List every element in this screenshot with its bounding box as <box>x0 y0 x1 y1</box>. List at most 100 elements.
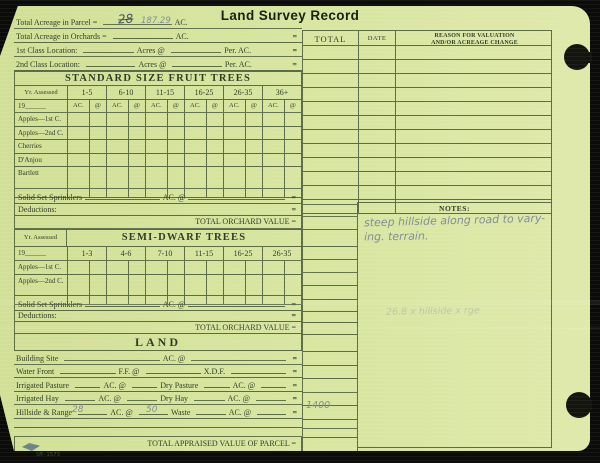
table-cell <box>262 140 284 153</box>
ac-subheader: AC. <box>145 100 167 112</box>
total-column-rule <box>303 229 357 230</box>
total-column-rule <box>303 311 357 312</box>
tree-row-blank <box>15 296 301 304</box>
orchard-acreage-label: Total Acreage in Orchards = <box>16 32 107 41</box>
table-cell <box>223 179 245 188</box>
table-cell <box>106 179 128 188</box>
table-cell <box>244 188 262 197</box>
age-col-header: 11-15 <box>184 247 223 260</box>
punch-hole-bottom-stem <box>582 400 592 411</box>
year-prefix: 19______ <box>18 102 46 110</box>
table-cell <box>262 274 284 287</box>
table-cell <box>262 167 284 180</box>
equals-sign: = <box>292 46 297 55</box>
row-label: D'Anjou <box>18 155 42 164</box>
form-number: SM-1575 <box>36 452 61 458</box>
rate-blank <box>255 400 287 401</box>
table-cell <box>145 296 167 304</box>
table-cell <box>205 167 223 180</box>
equals-sign: = <box>292 32 297 41</box>
table-cell <box>244 287 262 295</box>
table-cell <box>145 287 167 295</box>
ac-at-label: AC. @ <box>162 193 186 202</box>
acres-blank <box>78 413 108 415</box>
standard-trees-table: STANDARD SIZE FRUIT TREES Yr. Assessed 1… <box>14 71 302 198</box>
total-column-rule <box>303 285 357 286</box>
table-cell <box>145 188 167 197</box>
sprinklers-row-standard: Solid Set Sprinklers AC. @ = <box>14 191 302 204</box>
rate-blank <box>145 373 201 374</box>
total-column-rule <box>303 272 357 273</box>
tree-row: Apples—1st C. <box>15 261 301 275</box>
table-cell <box>145 153 167 166</box>
year-prefix: 19______ <box>18 249 46 257</box>
table-cell <box>166 167 184 180</box>
rate-blank <box>138 413 169 415</box>
table-cell <box>67 113 89 126</box>
table-cell <box>127 287 145 295</box>
table-cell <box>283 167 301 180</box>
dry-pasture-label: Dry Pasture <box>160 380 199 390</box>
ledger-row <box>303 102 551 116</box>
table-cell <box>262 126 284 139</box>
at-subheader: @ <box>88 100 106 112</box>
tree-row: Apples—1st C. <box>15 113 301 127</box>
table-cell <box>67 274 89 287</box>
first-class-label: 1st Class Location: <box>16 46 78 55</box>
irrigated-hay-label: Irrigated Hay <box>16 394 59 403</box>
age-col-header: 26-35 <box>223 86 262 99</box>
orchard-acreage-blank <box>112 38 173 39</box>
equals-sign: = <box>291 300 296 309</box>
table-cell <box>223 188 245 197</box>
xdf-blank <box>231 373 287 374</box>
table-cell <box>67 153 89 166</box>
rate-blank <box>126 400 158 401</box>
table-cell <box>244 261 262 274</box>
acres-at-label: Acres @ <box>138 60 167 69</box>
semi-dwarf-cols: 19______ 1-3 4-6 7-10 11-15 16-25 26-35 <box>15 247 301 261</box>
table-cell <box>106 287 128 295</box>
dry-hay-label: Dry Hay <box>160 394 189 403</box>
total-column-rule <box>303 259 357 260</box>
table-cell <box>127 296 145 304</box>
row-label: Apples—2nd C. <box>18 128 64 137</box>
table-cell <box>166 113 184 126</box>
row-label: Cherries <box>18 142 42 150</box>
ac-at-label: AC. @ <box>232 380 256 390</box>
table-cell <box>106 140 128 153</box>
equals-sign: = <box>292 353 297 363</box>
table-cell <box>127 188 145 197</box>
table-cell <box>145 261 167 274</box>
sprinklers-row-semi: Solid Set Sprinklers AC. @ = <box>14 299 302 311</box>
hillside-range-row: Hillside & Range AC. @ Waste AC. @ = <box>14 405 302 419</box>
total-column <box>302 202 358 451</box>
total-column-rule <box>303 418 357 420</box>
table-cell <box>262 296 284 304</box>
table-cell <box>88 126 106 139</box>
tree-row-blank <box>15 188 301 197</box>
hillside-range-label: Hillside & Range <box>16 407 72 417</box>
table-cell <box>166 296 184 304</box>
table-cell <box>205 113 223 126</box>
table-cell <box>106 126 128 139</box>
table-cell <box>223 274 245 287</box>
table-cell <box>223 287 245 295</box>
table-cell <box>106 188 128 197</box>
table-cell <box>283 179 301 188</box>
table-cell <box>145 140 167 153</box>
rate-blank <box>188 199 286 200</box>
table-cell <box>205 274 223 287</box>
age-col-header: 11-15 <box>145 86 184 99</box>
ac-subheader: AC. <box>184 100 206 112</box>
rate-blank <box>191 359 287 361</box>
total-column-rule <box>303 378 357 379</box>
table-cell <box>223 167 245 180</box>
table-cell <box>88 188 106 197</box>
equals-sign: = <box>292 367 297 376</box>
ac-at-label: AC. @ <box>162 300 186 309</box>
table-cell <box>184 296 206 304</box>
ledger-row <box>303 46 551 60</box>
ledger-row <box>303 74 551 88</box>
ledger-row <box>303 60 551 74</box>
table-cell <box>184 140 206 153</box>
